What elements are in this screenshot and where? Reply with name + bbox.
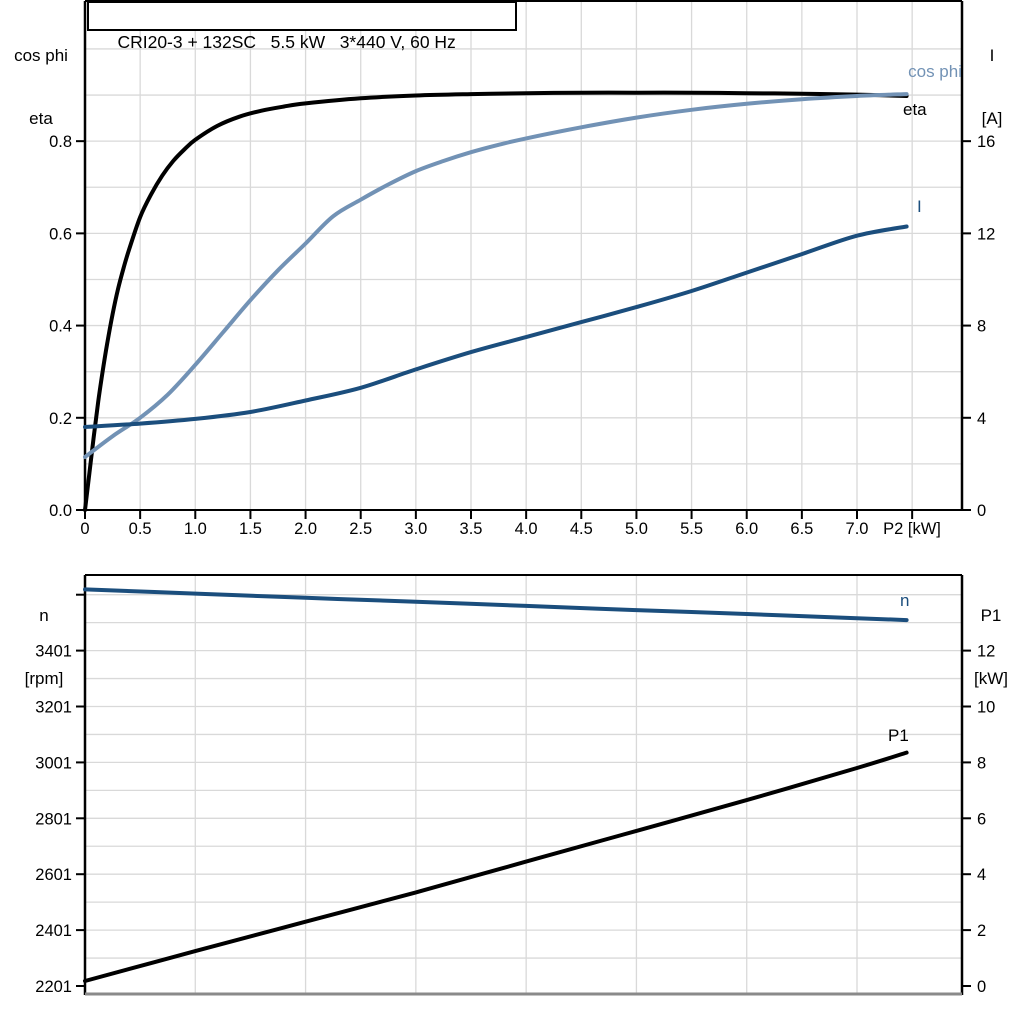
y-left-tick-label: 3201 (35, 699, 72, 717)
curve-label-cos-phi: cos phi (908, 62, 962, 81)
axis-label-eta: eta (29, 109, 53, 128)
y-right-tick-label: 12 (977, 643, 995, 661)
y-left-tick-label: 2601 (35, 866, 72, 884)
chart-title-box: CRI20-3 + 132SC 5.5 kW 3*440 V, 60 Hz (87, 1, 517, 52)
top-right-axis-label: I [A] (964, 3, 1020, 171)
curve-i (83, 224, 909, 429)
axis-label-p1: P1 (980, 606, 1002, 625)
x-tick-label: 6.5 (790, 520, 813, 538)
x-tick-label: 6.0 (735, 520, 758, 538)
y-left-tick-label: 3401 (35, 643, 72, 661)
x-tick-label: 4.0 (515, 520, 538, 538)
y-left-tick-label: 0.8 (49, 133, 72, 151)
y-right-tick-label: 0 (977, 502, 986, 520)
curve-label-current: I (917, 197, 922, 216)
bottom-left-axis-label: n [rpm] (8, 563, 80, 731)
curve-p1 (83, 750, 909, 983)
x-tick-label: 2.0 (294, 520, 317, 538)
chart-title: CRI20-3 + 132SC 5.5 kW 3*440 V, 60 Hz (117, 32, 456, 52)
y-right-tick-label: 4 (977, 866, 986, 884)
axis-label-cos-phi: cos phi (14, 46, 68, 65)
x-tick-label: 1.0 (184, 520, 207, 538)
axis-label-ampere-unit: [A] (981, 109, 1003, 128)
x-tick-label: 5.5 (680, 520, 703, 538)
y-right-tick-label: 10 (977, 699, 995, 717)
curve-label-eta: eta (903, 100, 927, 119)
x-tick-label: 2.5 (349, 520, 372, 538)
axis-label-speed: n (39, 606, 49, 625)
curve-eta (83, 90, 909, 512)
x-tick-label: 5.0 (625, 520, 648, 538)
y-right-tick-label: 12 (977, 225, 995, 243)
x-tick-label: 0 (80, 520, 89, 538)
y-left-tick-label: 2801 (35, 810, 72, 828)
y-left-tick-label: 2401 (35, 922, 72, 940)
axis-label-rpm-unit: [rpm] (24, 669, 64, 688)
x-tick-label: 7.0 (846, 520, 869, 538)
curve-label-p1: P1 (888, 726, 909, 745)
x-tick-label: 0.5 (129, 520, 152, 538)
y-right-tick-label: 16 (977, 133, 995, 151)
y-left-tick-label: 2201 (35, 978, 72, 996)
curve-cos-phi (83, 92, 909, 459)
y-right-tick-label: 4 (977, 410, 986, 428)
x-tick-label: 3.0 (404, 520, 427, 538)
x-tick-label: 4.5 (570, 520, 593, 538)
y-right-tick-label: 6 (977, 810, 986, 828)
y-right-tick-label: 2 (977, 922, 986, 940)
y-left-tick-label: 0.4 (49, 318, 72, 336)
y-right-tick-label: 8 (977, 754, 986, 772)
y-left-tick-label: 0.2 (49, 410, 72, 428)
y-left-tick-label: 3001 (35, 754, 72, 772)
bottom-right-axis-label: P1 [kW] (962, 563, 1020, 731)
y-right-tick-label: 0 (977, 978, 986, 996)
axis-label-current: I (989, 46, 995, 65)
curve-label-speed: n (900, 591, 910, 610)
curve-n (83, 587, 909, 623)
y-left-tick-label: 0.6 (49, 225, 72, 243)
x-tick-label: 1.5 (239, 520, 262, 538)
x-tick-label: 3.5 (460, 520, 483, 538)
y-right-tick-label: 8 (977, 318, 986, 336)
x-axis-unit-label: P2 [kW] (883, 520, 941, 538)
axis-label-kw-unit: [kW] (974, 669, 1008, 688)
y-left-tick-label: 0.0 (49, 502, 72, 520)
top-left-axis-label: cos phi eta (2, 3, 80, 171)
